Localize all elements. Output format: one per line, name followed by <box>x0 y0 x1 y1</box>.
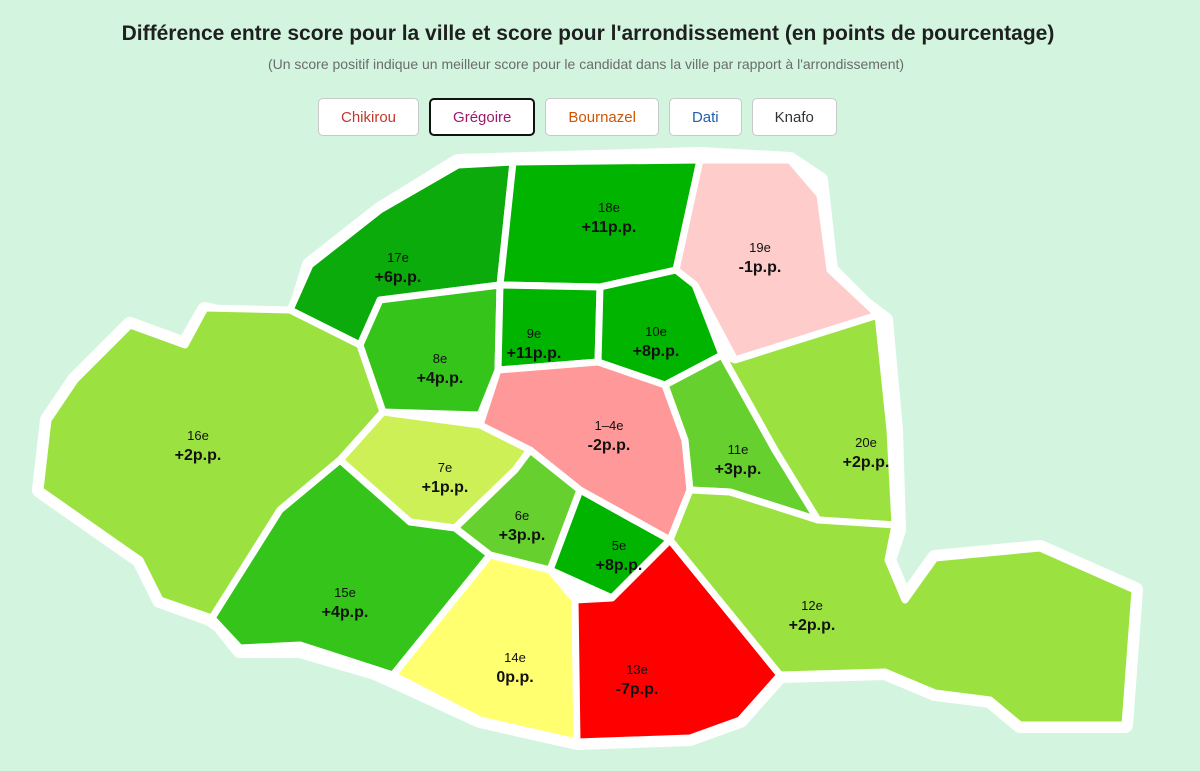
svg-text:+8p.p.: +8p.p. <box>596 557 643 574</box>
candidate-button-knafo[interactable]: Knafo <box>751 98 837 136</box>
label-19e: 19e -1p.p. <box>739 240 782 276</box>
arrondissement-12e[interactable] <box>666 486 1139 729</box>
svg-text:11e: 11e <box>728 442 749 457</box>
svg-text:13e: 13e <box>626 662 648 677</box>
svg-text:+8p.p.: +8p.p. <box>633 343 680 360</box>
label-17e: 17e +6p.p. <box>375 250 422 286</box>
svg-text:+4p.p.: +4p.p. <box>417 370 464 387</box>
svg-text:+11p.p.: +11p.p. <box>507 345 562 362</box>
svg-text:18e: 18e <box>598 200 620 215</box>
svg-text:+3p.p.: +3p.p. <box>499 527 546 544</box>
candidate-button-gregoire[interactable]: Grégoire <box>429 98 536 136</box>
svg-text:19e: 19e <box>749 240 771 255</box>
svg-text:17e: 17e <box>387 250 409 265</box>
page-subtitle: (Un score positif indique un meilleur sc… <box>267 56 905 72</box>
svg-text:-2p.p.: -2p.p. <box>588 437 631 454</box>
candidate-button-chikirou[interactable]: Chikirou <box>318 98 420 136</box>
svg-text:+3p.p.: +3p.p. <box>715 461 762 478</box>
label-5e: 5e +8p.p. <box>596 538 643 574</box>
svg-text:+11p.p.: +11p.p. <box>582 219 637 236</box>
svg-text:6e: 6e <box>515 508 529 523</box>
candidate-selector: Chikirou Grégoire Bournazel Dati Knafo <box>318 98 837 136</box>
svg-text:8e: 8e <box>433 351 447 366</box>
label-9e: 9e +11p.p. <box>507 326 562 362</box>
label-20e: 20e +2p.p. <box>843 435 890 471</box>
candidate-button-bournazel[interactable]: Bournazel <box>545 98 659 136</box>
label-11e: 11e +3p.p. <box>715 442 762 478</box>
arrondissement-13e[interactable] <box>571 536 784 746</box>
svg-text:+2p.p.: +2p.p. <box>175 447 222 464</box>
arrondissement-8e[interactable] <box>356 281 504 419</box>
page-title: Différence entre score pour la ville et … <box>121 22 1055 45</box>
svg-text:+1p.p.: +1p.p. <box>422 479 469 496</box>
label-18e: 18e +11p.p. <box>582 200 637 236</box>
svg-text:+2p.p.: +2p.p. <box>789 617 836 634</box>
candidate-button-dati[interactable]: Dati <box>668 98 742 136</box>
svg-text:-1p.p.: -1p.p. <box>739 259 782 276</box>
svg-text:12e: 12e <box>801 598 823 613</box>
svg-text:+2p.p.: +2p.p. <box>843 454 890 471</box>
label-13e: 13e -7p.p. <box>616 662 659 698</box>
label-10e: 10e +8p.p. <box>633 324 680 360</box>
label-12e: 12e +2p.p. <box>789 598 836 634</box>
svg-text:20e: 20e <box>855 435 877 450</box>
svg-text:10e: 10e <box>645 324 667 339</box>
svg-text:9e: 9e <box>527 326 541 341</box>
svg-text:15e: 15e <box>334 585 356 600</box>
label-16e: 16e +2p.p. <box>175 428 222 464</box>
label-7e: 7e +1p.p. <box>422 460 469 496</box>
label-14e: 14e 0p.p. <box>496 650 533 686</box>
svg-text:+4p.p.: +4p.p. <box>322 604 369 621</box>
label-6e: 6e +3p.p. <box>499 508 546 544</box>
label-8e: 8e +4p.p. <box>417 351 464 387</box>
svg-text:1–4e: 1–4e <box>595 418 624 433</box>
svg-text:-7p.p.: -7p.p. <box>616 681 659 698</box>
svg-text:5e: 5e <box>612 538 626 553</box>
svg-text:0p.p.: 0p.p. <box>496 669 533 686</box>
label-15e: 15e +4p.p. <box>322 585 369 621</box>
svg-text:14e: 14e <box>504 650 526 665</box>
svg-text:+6p.p.: +6p.p. <box>375 269 422 286</box>
svg-text:16e: 16e <box>187 428 209 443</box>
svg-text:7e: 7e <box>438 460 452 475</box>
label-1-4e: 1–4e -2p.p. <box>588 418 631 454</box>
